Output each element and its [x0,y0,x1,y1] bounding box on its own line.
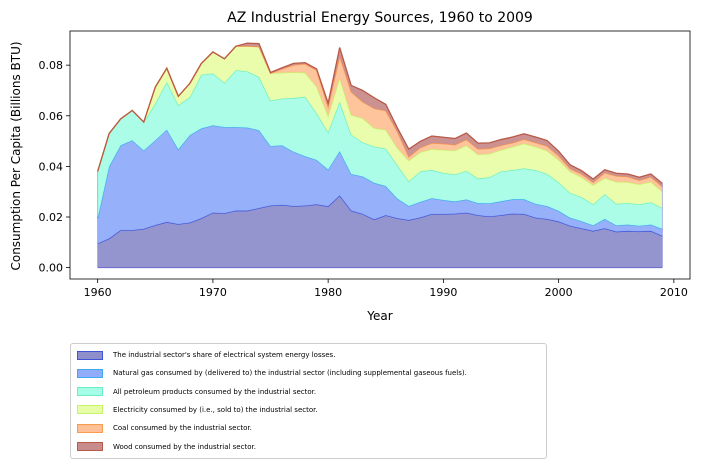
x-tick-label: 2000 [545,286,573,299]
legend-label: Electricity consumed by (i.e., sold to) … [113,405,318,414]
x-tick-label: 1960 [84,286,112,299]
legend-swatch [77,442,103,451]
legend-swatch [77,405,103,415]
legend-item: Wood consumed by the industrial sector. [77,442,256,452]
area-series-6 [97,43,663,187]
area-series-group [97,42,663,269]
plot-frame [69,30,691,280]
legend-label: Coal consumed by the industrial sector. [113,424,252,433]
legend-item: All petroleum products consumed by the i… [77,387,316,397]
x-tick-label: 1990 [429,286,457,299]
area-series-1 [97,195,663,268]
legend-swatch [77,368,103,378]
legend-item: Natural gas consumed by (delivered to) t… [77,368,467,378]
chart-legend: The industrial sector's share of electri… [70,343,547,459]
legend-swatch [77,350,103,360]
legend-label: All petroleum products consumed by the i… [113,387,317,396]
x-tick-label: 1980 [314,286,342,299]
legend-item: Electricity consumed by (i.e., sold to) … [77,405,318,415]
y-tick-label: 0.04 [39,160,64,173]
legend-item: Coal consumed by the industrial sector. [77,423,252,433]
area-series-4 [97,46,663,209]
legend-item: The industrial sector's share of electri… [77,350,335,360]
y-tick-label: 0.02 [39,211,64,224]
legend-label: Natural gas consumed by (delivered to) t… [113,369,467,378]
area-series-6-edge [97,42,663,184]
y-tick-label: 0.06 [39,110,64,123]
y-axis-ticks: 0.00 0.02 0.04 0.06 0.08 [39,59,70,275]
legend-label: Wood consumed by the industrial sector. [113,442,256,451]
legend-swatch [77,387,103,397]
x-tick-label: 2010 [660,286,688,299]
y-axis-label: Consumption Per Capita (Billions BTU) [9,41,23,270]
area-series-3 [97,70,663,229]
x-axis-ticks: 1960 1970 1980 1990 2000 2010 [84,279,688,299]
area-series-5 [97,46,663,192]
chart-title: AZ Industrial Energy Sources, 1960 to 20… [227,10,533,26]
legend-label: The industrial sector's share of electri… [113,351,336,359]
area-series-2 [97,125,663,244]
y-tick-label: 0.08 [39,59,64,72]
x-axis-label: Year [366,309,392,323]
y-tick-label: 0.00 [39,262,64,275]
legend-swatch [77,423,103,433]
x-tick-label: 1970 [199,286,227,299]
